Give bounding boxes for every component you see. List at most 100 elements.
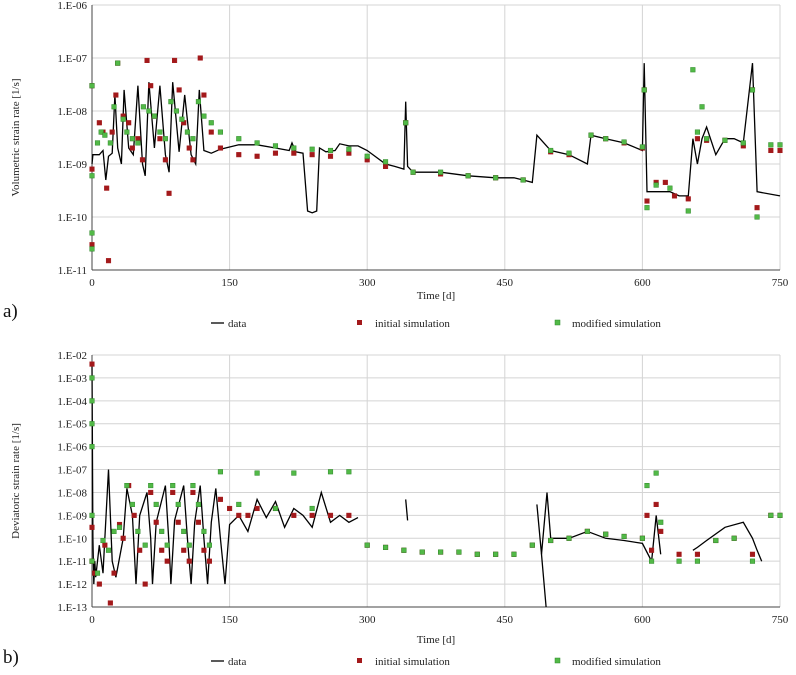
modified-simulation-point [116,524,123,530]
initial-simulation-point [153,519,159,525]
legend: data initial simulation modified simulatio… [211,318,661,330]
y-tick-label: 1.E-06 [57,442,87,454]
modified-simulation-point [740,140,746,146]
initial-simulation-point [309,512,315,518]
initial-simulation-point [208,129,214,135]
y-tick-label: 1.E-08 [57,487,87,499]
initial-simulation-point [89,524,95,530]
modified-simulation-point [309,505,315,512]
modified-simulation-point [603,136,609,142]
y-tick-label: 1.E-12 [57,579,87,591]
modified-simulation-point [584,528,590,534]
modified-simulation-point [254,470,260,476]
x-axis-label: Time [d] [417,290,455,302]
modified-simulation-point [129,136,135,142]
modified-simulation-point [142,542,148,548]
initial-simulation-point [217,145,223,151]
initial-simulation-point [644,512,650,518]
modified-simulation-point [140,104,146,110]
initial-simulation-point [186,558,192,564]
initial-simulation-point [309,152,315,158]
modified-simulation-point [129,501,135,507]
initial-simulation-point [102,542,108,548]
initial-simulation-point [137,547,143,553]
initial-simulation-point [291,150,297,156]
modified-simulation-point [124,129,130,135]
panel-label: b) [3,647,19,668]
modified-simulation-point [201,113,207,119]
initial-simulation-point [694,136,700,142]
y-tick-label: 1.E-02 [57,350,87,362]
modified-simulation-point [566,535,572,541]
y-tick-label: 1.E-10 [57,533,87,545]
modified-simulation-point [529,542,535,548]
legend-label-initial: initial simulation [375,318,450,330]
y-tick-label: 1.E-03 [57,373,87,385]
modified-simulation-point [94,570,101,576]
legend-swatch-initial [357,320,362,325]
y-tick-label: 1.E-11 [58,556,87,568]
modified-simulation-point [89,83,95,89]
modified-simulation-point [105,547,112,553]
y-tick-label: 1.E-05 [57,419,87,431]
modified-simulation-point [364,153,370,159]
legend-label-modified: modified simulation [572,318,661,330]
modified-simulation-point [419,549,425,555]
modified-simulation-point [403,120,409,126]
modified-simulation-point [474,551,480,557]
modified-simulation-point [162,136,168,142]
initial-simulation-point [126,120,132,126]
initial-simulation-point [777,147,783,154]
modified-simulation-point [493,551,499,557]
initial-simulation-point [346,512,352,518]
initial-simulation-point [89,166,95,172]
initial-simulation-point [139,157,146,163]
x-tick-label: 300 [359,614,376,626]
y-tick-label: 1.E-09 [57,159,87,171]
modified-simulation-point [438,549,444,555]
modified-simulation-point [690,67,696,73]
initial-simulation-point [129,145,135,151]
initial-simulation-point [662,179,668,185]
panel-a-chart: 0 150 300 450 600 750 1.E-11 1.E-10 1.E-09 1.E-08… [3,0,789,330]
legend-swatch-modified [554,657,561,664]
legend: data initial simulation modified simulatio… [211,656,661,668]
modified-simulation-point [168,99,174,105]
modified-simulation-point [111,104,117,110]
modified-simulation-point [713,537,719,544]
modified-simulation-point [89,375,95,381]
modified-simulation-point [465,173,471,179]
legend-label-data: data [228,318,246,330]
modified-simulation-point [621,533,627,540]
x-tick-label: 750 [772,614,789,626]
x-tick-label: 600 [634,614,651,626]
initial-simulation-point [89,361,95,367]
modified-simulation-point [186,542,192,548]
modified-simulation-point [658,519,664,525]
modified-simulation-point [124,483,130,489]
modified-simulation-point [206,542,212,548]
series-data-line [540,492,662,564]
initial-simulation-point [676,551,682,557]
modified-simulation-point [699,104,705,110]
modified-simulation-point [236,501,242,507]
initial-simulation-point [768,147,774,154]
modified-simulation-point [639,144,645,150]
initial-simulation-point [671,193,678,199]
initial-simulation-point [176,87,182,93]
modified-simulation-point [195,99,201,105]
initial-simulation-point [327,153,334,159]
modified-simulation-point [603,531,609,537]
initial-simulation-point [227,505,233,512]
initial-simulation-point [135,136,141,142]
modified-simulation-point [89,173,95,179]
x-tick-label: 450 [497,277,514,289]
initial-simulation-point [96,120,102,126]
modified-simulation-point [100,537,106,544]
modified-simulation-point [382,544,389,550]
initial-simulation-point [254,153,260,159]
series-data-line [91,63,781,214]
initial-simulation-point [186,145,192,151]
initial-simulation-point [649,547,655,553]
initial-simulation-point [327,512,334,518]
